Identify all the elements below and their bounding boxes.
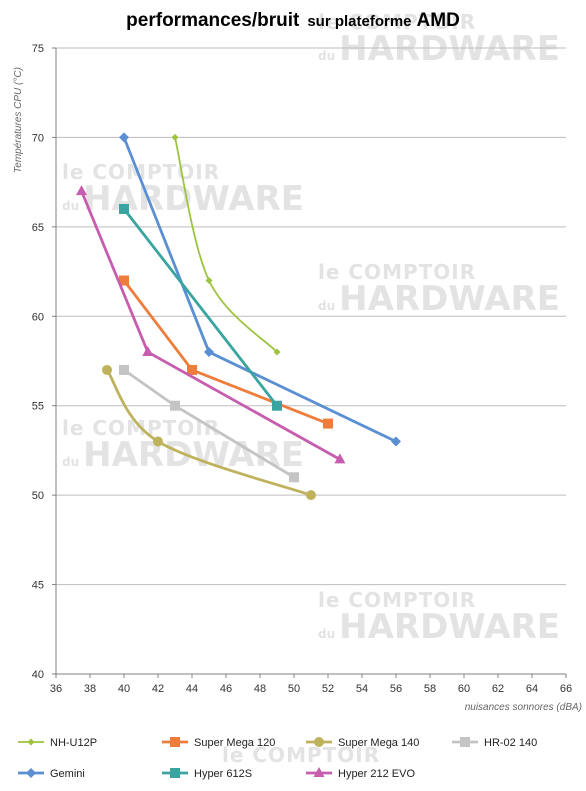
watermark: le COMPTOIR du HARDWARE (62, 416, 305, 475)
legend-marker (26, 768, 36, 778)
watermark: le COMPTOIR du HARDWARE (318, 12, 560, 66)
x-tick-label: 52 (322, 683, 334, 695)
y-tick-label: 70 (32, 132, 44, 144)
series-hyper-212-evo (76, 185, 346, 464)
data-point (334, 453, 346, 464)
data-point (102, 364, 112, 375)
y-tick-label: 55 (32, 401, 44, 413)
data-point (119, 275, 129, 286)
watermark-prefix: du (318, 49, 336, 63)
series-gemini (119, 132, 401, 447)
legend-label: Gemini (50, 768, 85, 780)
legend-label: NH-U12P (50, 737, 97, 749)
series-line (122, 279, 329, 425)
legend-marker (27, 738, 35, 746)
chart-title: performances/bruit sur plateforme AMD (126, 10, 460, 31)
data-point (76, 185, 87, 196)
x-tick-label: 44 (186, 683, 198, 695)
y-tick-label: 50 (32, 490, 44, 502)
watermark: le COMPTOIR du HARDWARE (62, 160, 305, 219)
data-point (272, 400, 282, 411)
legend-item: Hyper 212 EVO (306, 767, 415, 780)
legend-label: Super Mega 140 (338, 737, 419, 749)
watermark-line1: le COMPTOIR (318, 10, 477, 34)
y-axis-label: Températures CPU (°C) (13, 67, 24, 173)
data-point (119, 203, 129, 214)
legend-item: Gemini (18, 768, 85, 780)
series-hr-02-140 (119, 364, 299, 483)
data-point (273, 348, 281, 356)
legend-label: Hyper 612S (194, 768, 252, 780)
data-point (205, 277, 213, 285)
data-point (306, 490, 316, 501)
x-tick-label: 58 (424, 683, 436, 695)
legend-item: NH-U12P (18, 737, 97, 749)
x-tick-label: 40 (118, 683, 130, 695)
series-nh-u12p (171, 133, 281, 356)
series-line (105, 369, 312, 497)
legend-label: Hyper 212 EVO (338, 768, 415, 780)
y-tick-label: 45 (32, 580, 44, 592)
data-point (171, 133, 179, 141)
chart-title-main: performances/bruit (126, 10, 300, 31)
x-tick-label: 64 (526, 683, 538, 695)
chart-title-sub: sur plateforme (307, 13, 411, 30)
x-tick-label: 54 (356, 683, 368, 695)
legend-marker (170, 737, 180, 747)
x-tick-label: 36 (50, 683, 62, 695)
data-point (204, 347, 214, 358)
data-point (119, 364, 129, 375)
series-line (80, 190, 341, 461)
x-tick-label: 48 (254, 683, 266, 695)
legend-item: Super Mega 120 (162, 737, 275, 749)
x-tick-label: 60 (458, 683, 470, 695)
legend-item: Hyper 612S (162, 768, 252, 780)
y-tick-label: 65 (32, 222, 44, 234)
legend: NH-U12P Super Mega 120 Super Mega 140 HR-02… (18, 737, 537, 780)
series-line (122, 208, 279, 407)
watermark: le COMPTOIR (222, 743, 381, 767)
data-point (289, 472, 299, 483)
data-point (187, 364, 197, 375)
data-point (153, 436, 163, 447)
series-hyper-612s (119, 203, 282, 411)
data-point (142, 346, 154, 357)
data-point (391, 436, 401, 447)
legend-item: HR-02 140 (452, 737, 537, 749)
x-tick-label: 46 (220, 683, 232, 695)
y-tick-label: 60 (32, 311, 44, 323)
legend-marker (460, 737, 470, 747)
data-point (323, 418, 333, 429)
data-point (119, 132, 129, 143)
legend-marker (313, 767, 325, 777)
series-super-mega-120 (119, 275, 333, 429)
legend-marker (314, 737, 324, 747)
x-axis-label: nuisances sonnores (dBA) (465, 702, 582, 713)
legend-label: Super Mega 120 (194, 737, 275, 749)
chart-title-end: AMD (417, 10, 460, 31)
x-tick-label: 42 (152, 683, 164, 695)
x-tick-label: 62 (492, 683, 504, 695)
data-point (170, 400, 180, 411)
legend-item: Super Mega 140 (306, 737, 419, 749)
series-super-mega-140 (102, 364, 316, 501)
y-tick-label: 75 (32, 43, 44, 55)
legend-marker (170, 768, 180, 778)
legend-label: HR-02 140 (484, 737, 537, 749)
x-tick-label: 38 (84, 683, 96, 695)
series-line (174, 137, 278, 353)
y-tick-label: 40 (32, 669, 44, 681)
watermark: le COMPTOIR du HARDWARE (318, 588, 561, 647)
watermark: le COMPTOIR du HARDWARE (318, 260, 561, 319)
x-tick-label: 56 (390, 683, 402, 695)
watermark-line2: HARDWARE (339, 29, 561, 69)
x-tick-label: 66 (560, 683, 572, 695)
x-tick-label: 50 (288, 683, 300, 695)
